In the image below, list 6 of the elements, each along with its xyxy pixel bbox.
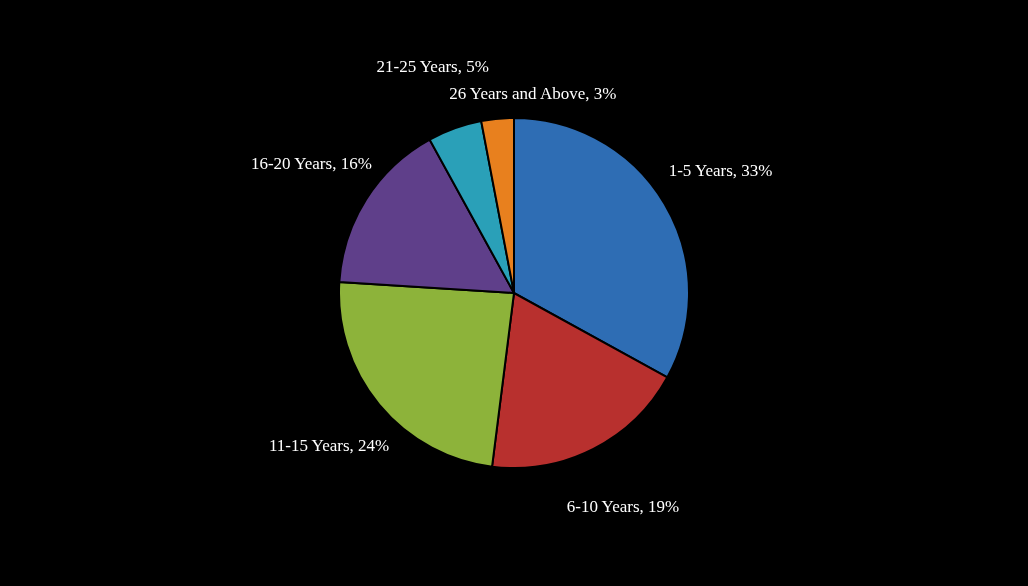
slice-label: 6-10 Years, 19% [566, 496, 680, 516]
slice-label: 1-5 Years, 33% [668, 160, 773, 180]
slice-label: 26 Years and Above, 3% [449, 83, 617, 103]
slice-label: 16-20 Years, 16% [250, 154, 372, 174]
slice-label: 21-25 Years, 5% [376, 57, 489, 77]
slice-label: 11-15 Years, 24% [268, 435, 390, 455]
